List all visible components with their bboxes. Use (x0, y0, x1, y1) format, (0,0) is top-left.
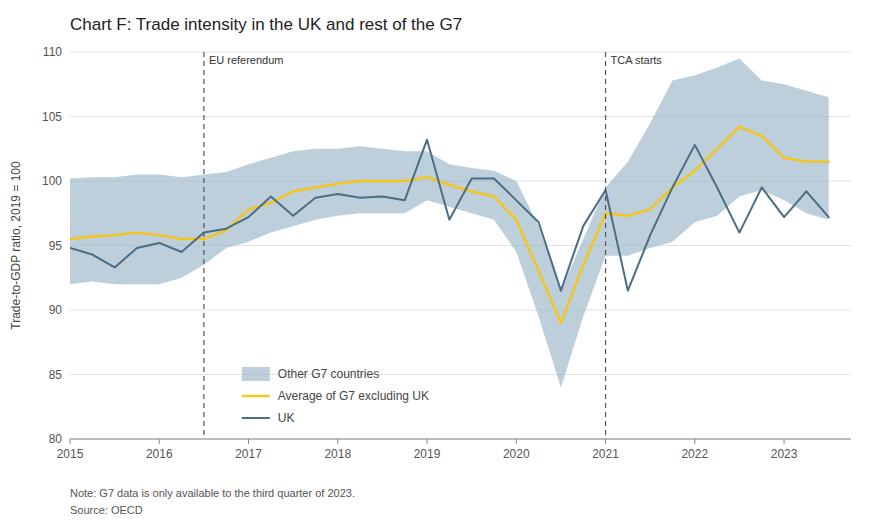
legend-swatch (242, 367, 270, 381)
legend-label: Other G7 countries (278, 367, 379, 381)
chart-container: Chart F: Trade intensity in the UK and r… (0, 0, 873, 527)
x-tick (694, 439, 695, 444)
grid-line (70, 310, 851, 311)
title: Chart F: Trade intensity in the UK and r… (70, 15, 462, 34)
x-tick (784, 439, 785, 444)
note: Note: G7 data is only available to the t… (70, 487, 355, 499)
legend: Other G7 countries Average of G7 excludin… (242, 367, 429, 425)
y-tick-label: 95 (49, 239, 63, 253)
y-tick-label: 105 (42, 110, 62, 124)
y-tick-label: 110 (43, 45, 62, 59)
x-tick-label: 2015 (57, 447, 84, 461)
legend-swatch (242, 417, 270, 419)
y-grid (70, 52, 851, 439)
x-tick-label: 2022 (681, 447, 708, 461)
x-tick-label: 2021 (592, 447, 619, 461)
x-tick (70, 439, 71, 444)
plot-data (70, 58, 829, 387)
annotation-line (203, 52, 204, 439)
x-tick-label: 2017 (235, 447, 262, 461)
x-tick (427, 439, 428, 444)
annotation-label: TCA starts (611, 54, 663, 66)
grid-line (70, 52, 851, 53)
x-tick (159, 439, 160, 444)
y-tick-label: 80 (49, 432, 63, 446)
x-tick-label: 2018 (324, 447, 351, 461)
x-tick-label: 2016 (146, 447, 173, 461)
y-tick-label: 100 (42, 174, 62, 188)
x-tick (337, 439, 338, 444)
y-tick-label: 90 (49, 303, 63, 317)
y-axis-label: Trade-to-GDP ratio, 2019 = 100 (9, 161, 23, 330)
x-axis-line (70, 439, 851, 440)
legend-label: Average of G7 excluding UK (278, 389, 429, 403)
legend-swatch (242, 395, 270, 397)
x-tick (605, 439, 606, 444)
grid-line (70, 439, 851, 440)
range-area (70, 58, 829, 387)
x-tick-label: 2020 (503, 447, 530, 461)
x-tick-label: 2019 (414, 447, 441, 461)
x-tick (248, 439, 249, 444)
x-tick-label: 2023 (771, 447, 798, 461)
grid-line (70, 374, 851, 375)
series-line (70, 127, 829, 323)
annotations: EU referendum TCA starts (204, 52, 662, 439)
x-axis: 2015 2016 2017 2018 2019 2020 2021 2022 2023 (57, 439, 851, 461)
series-line (70, 140, 829, 291)
y-tick-label: 85 (49, 368, 63, 382)
y-tick-labels: 80 85 90 95 100 105 110 (42, 45, 62, 446)
annotation-label: EU referendum (209, 54, 284, 66)
source: Source: OECD (70, 504, 143, 516)
x-tick (516, 439, 517, 444)
legend-label: UK (278, 411, 295, 425)
chart-svg: Chart F: Trade intensity in the UK and r… (0, 0, 873, 527)
annotation-line (605, 52, 606, 439)
